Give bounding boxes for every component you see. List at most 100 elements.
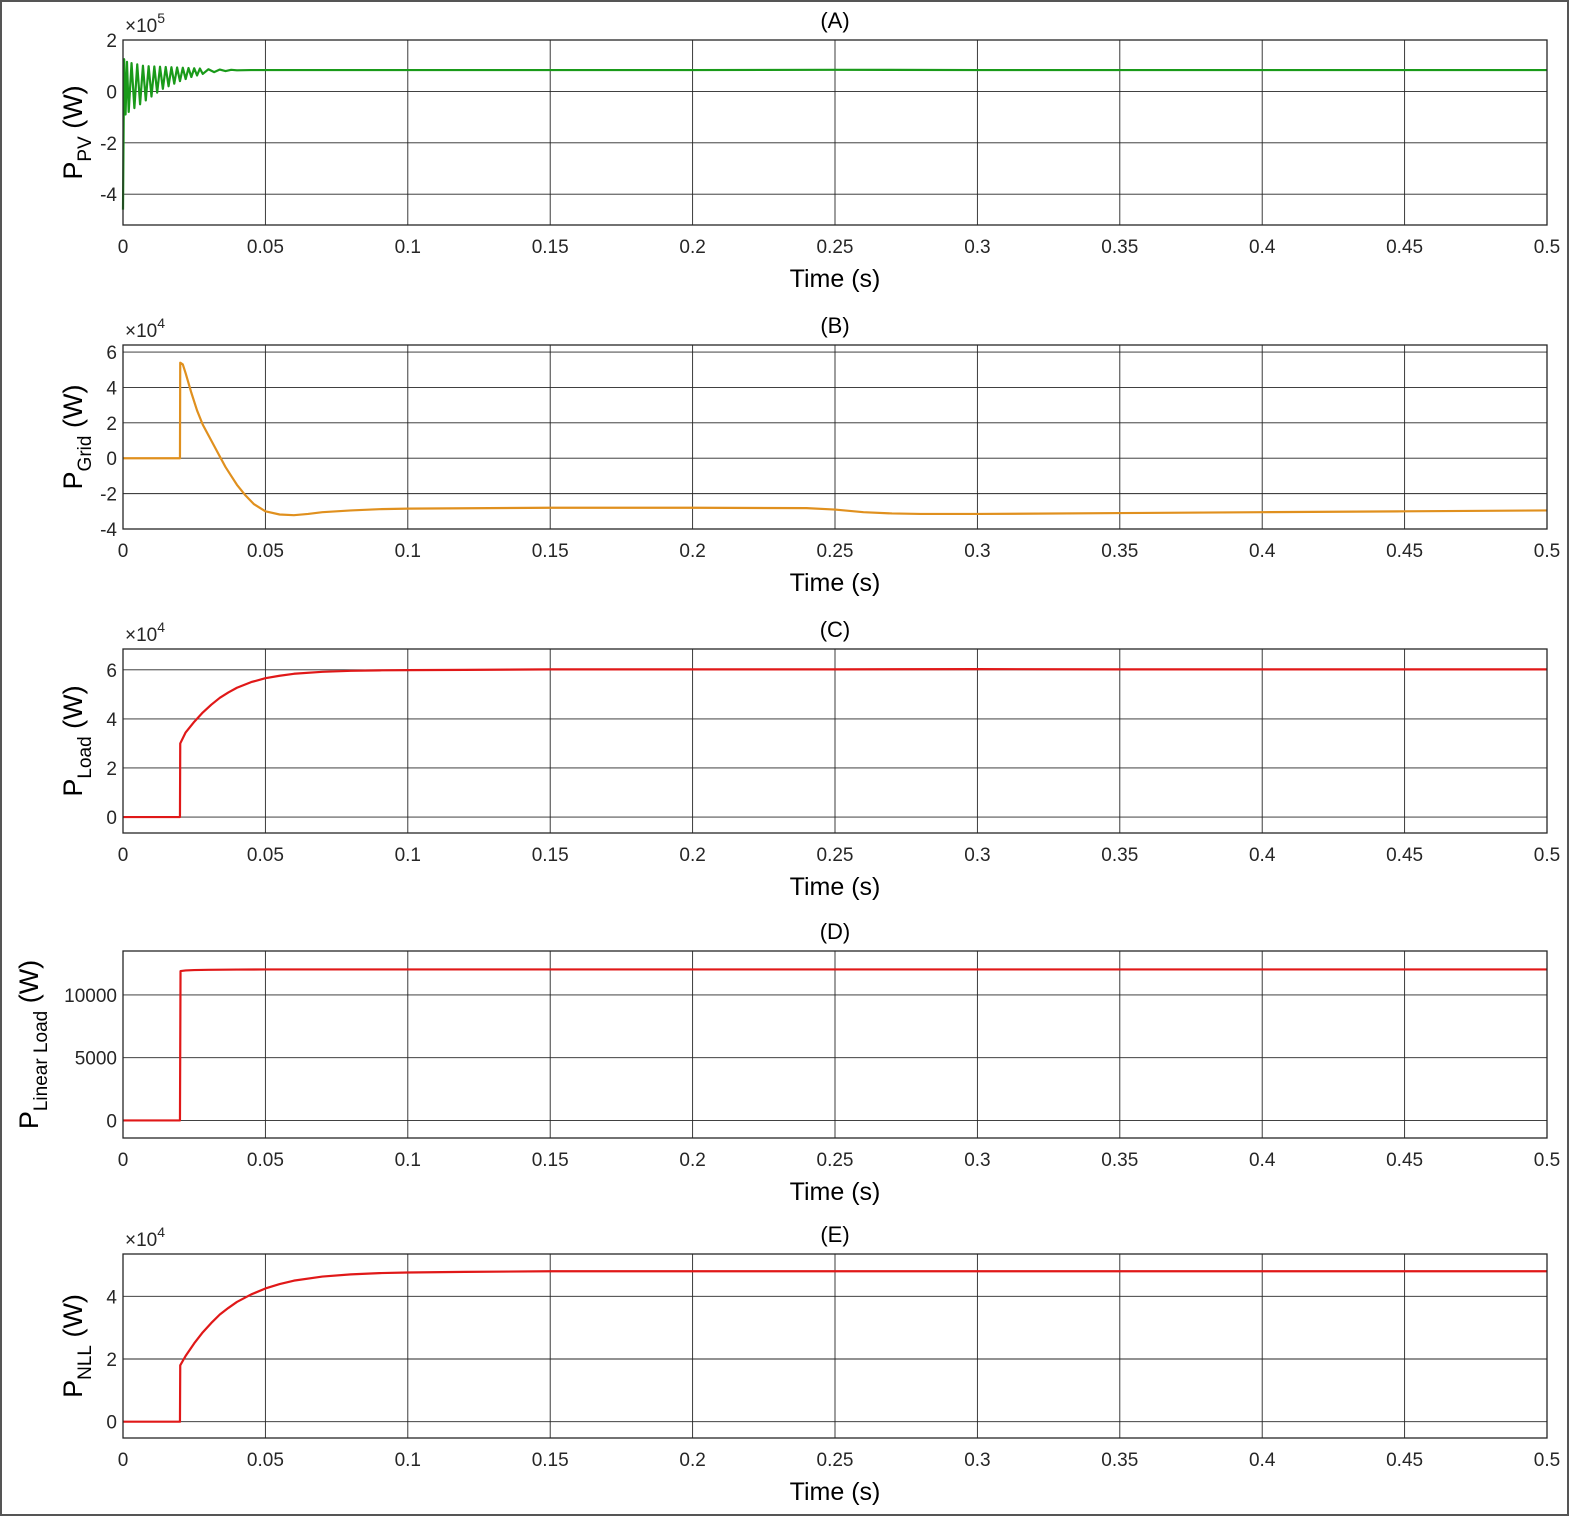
axes-box [122, 950, 1548, 1139]
y-tick-label: 2 [106, 31, 117, 52]
x-tick-label: 0.05 [247, 845, 284, 866]
y-tick-label: 2 [106, 414, 117, 435]
exponent-power: 4 [157, 1224, 165, 1240]
x-tick-label: 0 [118, 1450, 129, 1471]
y-tick-label: -4 [100, 185, 117, 206]
y-tick-label: 0 [106, 1111, 117, 1132]
x-tick-label: 0.15 [532, 1450, 569, 1471]
x-tick-label: 0.45 [1386, 1450, 1423, 1471]
y-tick-label: 0 [106, 82, 117, 103]
y-label-subscript: PV [75, 136, 96, 162]
x-tick-label: 0.15 [532, 237, 569, 258]
x-tick-label: 0.1 [395, 1150, 421, 1171]
y-label-main: P [58, 779, 88, 797]
exponent-base: ×10 [125, 321, 157, 342]
y-axis-label: PNLL (W) [58, 1294, 96, 1398]
y-label-subscript: NLL [75, 1345, 96, 1380]
y-tick-label: 0 [106, 808, 117, 829]
y-tick-label: 5000 [75, 1049, 117, 1070]
exponent-power: 4 [157, 315, 165, 331]
axes-box [122, 1253, 1548, 1439]
x-tick-label: 0.3 [964, 541, 990, 562]
y-tick-label: 4 [106, 1287, 117, 1308]
chart-panel-4: 0 0.05 0.1 0.15 0.2 0.25 0.3 0.35 0.4 0.45 0.5 0 500… [14, 919, 1560, 1206]
y-tick-label: 4 [106, 710, 117, 731]
chart-title: (E) [820, 1222, 849, 1247]
chart-panel-1: 0 0.05 0.1 0.15 0.2 0.25 0.3 0.35 0.4 0.45 0.5 -4 -2… [58, 8, 1560, 293]
y-label-main: P [58, 471, 88, 489]
y-tick-label: 4 [106, 378, 117, 399]
y-label-unit: (W) [58, 685, 88, 736]
y-label-main: P [58, 162, 88, 180]
x-tick-label: 0.4 [1249, 1450, 1276, 1471]
y-label-subscript: Grid [75, 436, 96, 472]
x-tick-label: 0.25 [817, 1150, 854, 1171]
y-tick-label: 6 [106, 661, 117, 682]
x-tick-label: 0.4 [1249, 237, 1276, 258]
axis-exponent: ×104 [125, 315, 165, 342]
chart-title: (D) [820, 919, 851, 944]
y-tick-label: 0 [106, 1413, 117, 1434]
x-tick-label: 0.25 [817, 1450, 854, 1471]
x-tick-label: 0.5 [1534, 237, 1560, 258]
y-tick-label: 6 [106, 343, 117, 364]
x-tick-label: 0.1 [395, 541, 421, 562]
x-tick-label: 0.4 [1249, 1150, 1276, 1171]
x-tick-label: 0.4 [1249, 541, 1276, 562]
y-label-subscript: Load [75, 736, 96, 778]
x-tick-label: 0.35 [1101, 845, 1138, 866]
x-tick-label: 0.1 [395, 1450, 421, 1471]
x-tick-label: 0.15 [532, 845, 569, 866]
y-tick-label: -2 [100, 134, 117, 155]
exponent-base: ×10 [125, 1230, 157, 1251]
x-tick-label: 0.3 [964, 237, 990, 258]
x-tick-label: 0.5 [1534, 541, 1560, 562]
chart-panel-2: 0 0.05 0.1 0.15 0.2 0.25 0.3 0.35 0.4 0.45 0.5 -4 -2… [58, 313, 1560, 597]
x-tick-label: 0.05 [247, 1450, 284, 1471]
axis-exponent: ×104 [125, 619, 165, 646]
y-axis-label: PPV (W) [58, 85, 96, 179]
axes-box [122, 344, 1548, 530]
y-tick-label: 10000 [64, 986, 117, 1007]
y-label-unit: (W) [58, 1294, 88, 1345]
y-axis-label: PGrid (W) [58, 385, 96, 490]
x-tick-label: 0 [118, 541, 129, 562]
y-tick-label: 2 [106, 1350, 117, 1371]
x-tick-label: 0.25 [817, 541, 854, 562]
x-tick-label: 0.15 [532, 541, 569, 562]
chart-title: (A) [820, 8, 849, 33]
y-label-main: P [58, 1380, 88, 1398]
series-line-1 [123, 1270, 1547, 1423]
x-tick-label: 0 [118, 237, 129, 258]
x-tick-label: 0.35 [1101, 1150, 1138, 1171]
x-tick-label: 0.2 [679, 845, 705, 866]
y-label-unit: (W) [14, 960, 44, 1011]
exponent-power: 5 [157, 10, 165, 26]
y-axis-label: PLinear Load (W) [14, 960, 52, 1129]
series-line-1 [123, 668, 1547, 819]
x-tick-label: 0 [118, 845, 129, 866]
y-tick-label: -4 [100, 520, 117, 541]
x-tick-label: 0.5 [1534, 1150, 1560, 1171]
x-tick-label: 0.5 [1534, 1450, 1560, 1471]
x-tick-label: 0.45 [1386, 845, 1423, 866]
x-axis-label: Time (s) [790, 265, 881, 293]
x-tick-label: 0.05 [247, 237, 284, 258]
x-axis-label: Time (s) [790, 873, 881, 901]
x-axis-label: Time (s) [790, 569, 881, 597]
x-tick-label: 0.1 [395, 237, 421, 258]
exponent-base: ×10 [125, 16, 157, 37]
series-line-1 [121, 58, 1547, 210]
x-tick-label: 0.45 [1386, 1150, 1423, 1171]
x-tick-label: 0.4 [1249, 845, 1276, 866]
x-tick-label: 0.2 [679, 1150, 705, 1171]
y-label-unit: (W) [58, 85, 88, 136]
y-tick-label: -2 [100, 485, 117, 506]
axis-exponent: ×104 [125, 1224, 165, 1251]
chart-title: (C) [820, 617, 851, 642]
x-tick-label: 0.2 [679, 237, 705, 258]
y-label-unit: (W) [58, 385, 88, 436]
series-line-1 [123, 968, 1547, 1122]
x-tick-label: 0.45 [1386, 237, 1423, 258]
